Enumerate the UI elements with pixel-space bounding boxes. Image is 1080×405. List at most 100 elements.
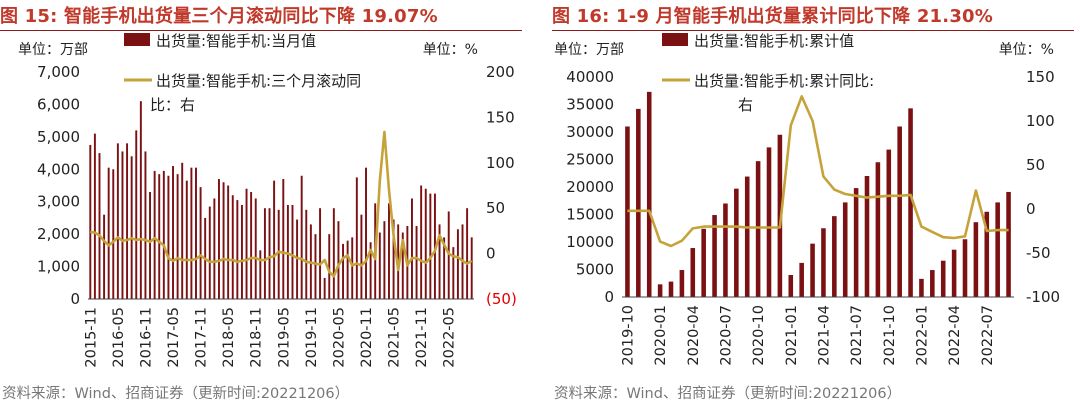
legend-bar-label: 出货量:智能手机:累计值 (694, 32, 854, 50)
right-tick-label: 150 (486, 108, 515, 126)
left-tick-label: 10000 (566, 233, 614, 251)
bar (305, 209, 308, 299)
bar (185, 180, 188, 299)
x-tick-label: 2021-05 (387, 307, 403, 368)
figure-15-source: 资料来源：Wind、招商证券（更新时间:20221206） (2, 386, 350, 402)
bar (799, 262, 804, 297)
x-tick-label: 2019-05 (276, 307, 292, 368)
left-tick-label: 4,000 (37, 160, 80, 178)
bar (410, 198, 413, 299)
left-tick-label: 5000 (576, 261, 614, 279)
bar (263, 208, 266, 299)
x-tick-label: 2021-10 (882, 305, 898, 366)
bar (690, 248, 696, 297)
bar (273, 180, 276, 299)
x-tick-label: 2015-11 (83, 307, 99, 368)
x-tick-label: 2021-04 (816, 305, 832, 366)
bar (886, 149, 892, 297)
bar (300, 175, 303, 299)
line-series (90, 130, 473, 278)
bar (897, 126, 902, 297)
bar (668, 281, 674, 297)
bar (984, 211, 990, 297)
bar (268, 208, 271, 299)
bar (181, 162, 184, 299)
bar (222, 182, 225, 299)
bar (420, 185, 423, 299)
bar (378, 232, 381, 299)
title-divider (0, 30, 522, 31)
bar (962, 239, 968, 297)
x-tick-label: 2021-01 (784, 305, 800, 366)
bar (392, 219, 395, 299)
bar (98, 153, 101, 299)
right-tick-label: 150 (1026, 68, 1055, 86)
bar (231, 195, 234, 299)
bar (821, 228, 826, 297)
bar (93, 133, 96, 299)
bar (438, 224, 441, 299)
bar (190, 167, 193, 299)
bar (355, 177, 358, 299)
right-axis-unit: 单位：% (999, 42, 1054, 58)
bar (369, 242, 372, 299)
bar (277, 209, 280, 299)
bar (208, 206, 211, 299)
bar (240, 204, 243, 299)
bar (323, 277, 326, 299)
bar (864, 176, 870, 297)
bar (139, 101, 142, 299)
bar (217, 179, 220, 299)
left-tick-label: 5,000 (37, 128, 80, 146)
left-axis-unit: 单位：万部 (554, 42, 624, 58)
bar (388, 203, 390, 299)
bar (176, 174, 179, 299)
legend-bar-swatch (124, 33, 150, 46)
bar (853, 188, 859, 297)
x-tick-label: 2020-05 (331, 307, 347, 368)
bar (153, 170, 156, 299)
right-axis-unit: 单位：% (423, 42, 478, 58)
bar (466, 208, 469, 299)
x-tick-label: 2021-11 (414, 307, 430, 368)
bar (646, 91, 652, 297)
bar (282, 179, 285, 299)
bar (337, 221, 340, 299)
left-tick-label: 2,000 (37, 225, 80, 243)
bar (951, 249, 957, 297)
x-tick-label: 2018-11 (249, 307, 265, 368)
right-tick-label: 200 (486, 63, 515, 81)
bar (351, 237, 354, 299)
bar (723, 203, 728, 297)
right-tick-label: 50 (486, 199, 505, 217)
figure-16-chart: 单位：万部 单位：% 0 5000 10000 15000 20000 25000 30000 3… (554, 32, 1060, 366)
x-tick-label: 2020-01 (653, 305, 669, 366)
bar (103, 214, 106, 299)
bar (919, 278, 924, 297)
bar (126, 143, 129, 299)
bar (149, 191, 152, 299)
bar (172, 166, 174, 299)
x-tick-label: 2020-07 (718, 305, 734, 366)
x-tick-label: 2018-05 (221, 307, 237, 368)
bar (130, 156, 133, 299)
bar (456, 229, 459, 299)
line-series (627, 95, 1009, 248)
bar (346, 240, 349, 299)
x-tick-label: 2021-07 (849, 305, 865, 366)
x-tick-label: 2022-05 (442, 307, 458, 368)
bar (679, 270, 685, 297)
left-tick-label: 35000 (566, 96, 614, 114)
bar (452, 247, 455, 299)
right-tick-label: 0 (486, 245, 496, 263)
title-divider (552, 30, 1074, 31)
bar (167, 175, 170, 299)
bar (443, 237, 446, 299)
bar (734, 188, 739, 297)
left-tick-label: 25000 (566, 151, 614, 169)
bar (365, 167, 367, 299)
bar (470, 237, 473, 299)
figure-16-panel: 图 16: 1-9 月智能手机出货量累计同比下降 21.30% 单位：万部 单位：… (552, 0, 1080, 405)
left-tick-label: 7,000 (37, 63, 80, 81)
legend-line-label-cont: 比：右 (150, 96, 195, 114)
